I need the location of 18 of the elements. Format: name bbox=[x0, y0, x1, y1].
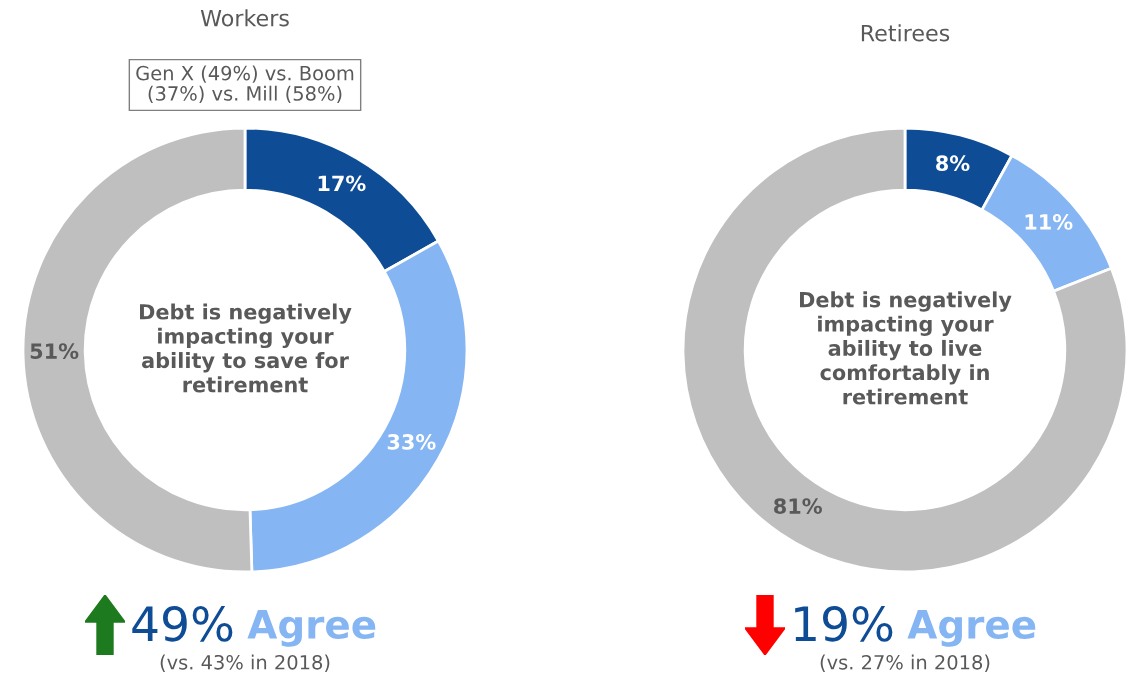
data-label: 33% bbox=[387, 434, 436, 450]
chart-subtitle: Gen X (49%) vs. Boom (37%) vs. Mill (58%) bbox=[136, 65, 354, 104]
text: Debt is negatively impacting your ability to save for retirement bbox=[140, 303, 352, 393]
data-label: 17% bbox=[318, 175, 366, 192]
chart-title: Retirees bbox=[861, 24, 950, 42]
text: 19% bbox=[795, 605, 893, 642]
text: Agree bbox=[247, 610, 376, 647]
data-label: 11% bbox=[1025, 214, 1073, 230]
text: (vs. 43% in 2018) bbox=[160, 654, 330, 672]
text: Debt is negatively impacting your ability to live comfortably in retirement bbox=[800, 291, 1012, 405]
donut-slice bbox=[681, 126, 1129, 574]
text: Agree bbox=[907, 610, 1036, 647]
data-label: 51% bbox=[30, 343, 79, 360]
data-label: 8% bbox=[936, 155, 970, 172]
data-label: 81% bbox=[774, 498, 822, 514]
chart-title: Workers bbox=[200, 9, 289, 27]
text: 49% bbox=[132, 605, 233, 642]
text: (vs. 27% in 2018) bbox=[820, 654, 990, 672]
